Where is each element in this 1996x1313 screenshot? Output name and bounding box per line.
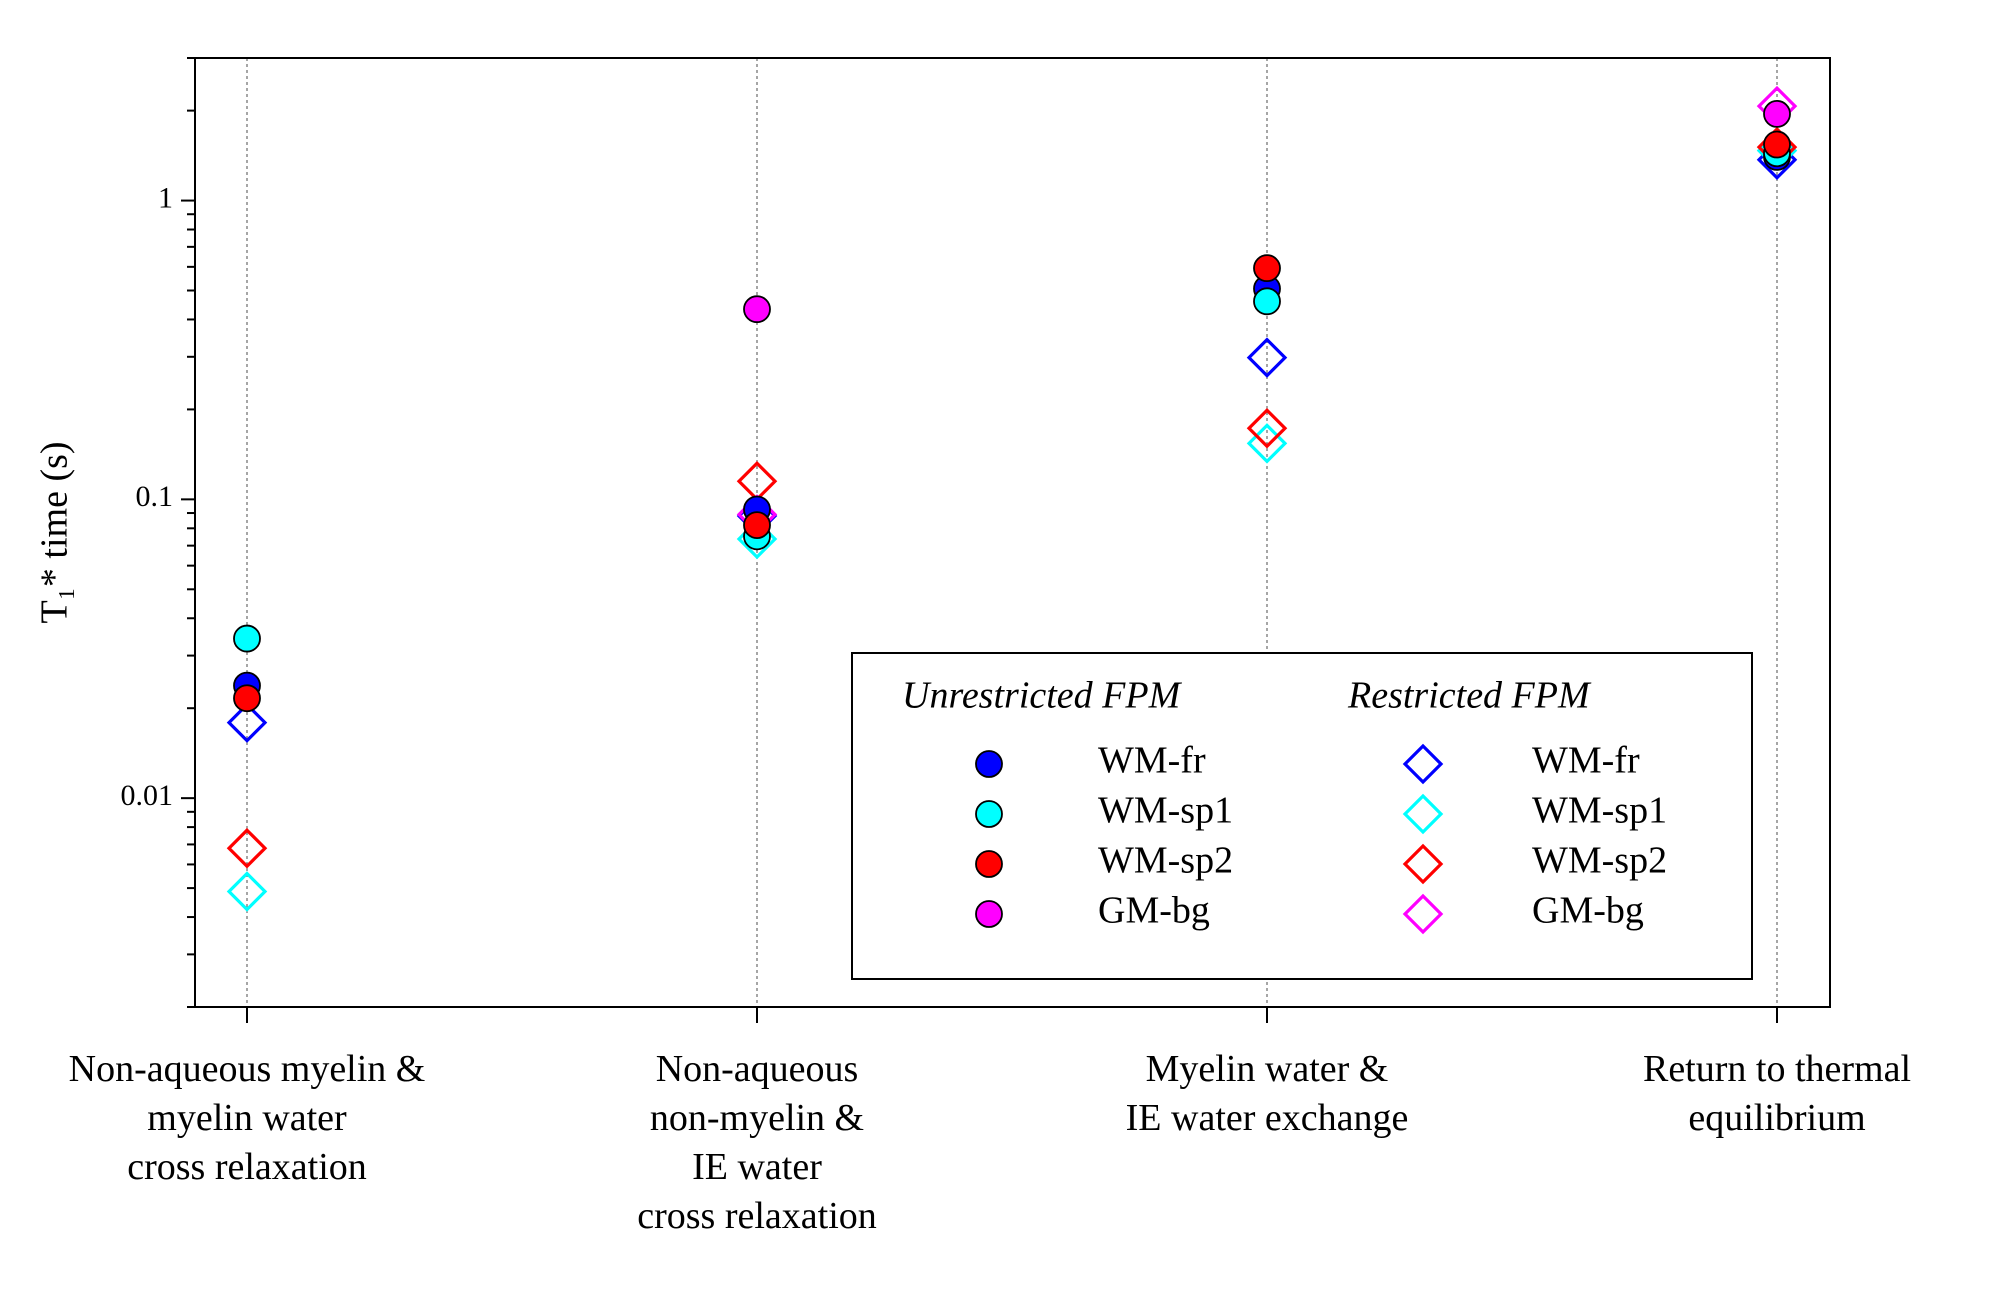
data-point (233, 624, 261, 653)
data-point (1246, 407, 1288, 449)
data-point (226, 871, 268, 912)
legend-label: WM-fr (1098, 740, 1206, 782)
plot-frame (194, 57, 1831, 1008)
legend-label: WM-sp2 (1098, 840, 1233, 882)
data-point (233, 684, 261, 713)
legend-label: GM-bg (1098, 890, 1210, 932)
legend-marker (1402, 893, 1444, 935)
legend-group-title: Restricted FPM (1347, 675, 1592, 717)
legend-marker (1402, 793, 1444, 835)
x-tick-label: Myelin water & IE water exchange (1126, 1048, 1409, 1139)
y-axis-label: T₁* time (s) (34, 441, 76, 623)
data-point (743, 295, 771, 324)
data-point (1763, 100, 1791, 128)
x-tick-label: Return to thermal equilibrium (1643, 1048, 1911, 1139)
data-point (1246, 337, 1288, 378)
y-tick-label: 0.01 (121, 779, 174, 812)
data-point (226, 702, 268, 743)
legend-label: WM-sp2 (1532, 840, 1667, 882)
legend-marker (975, 900, 1003, 928)
data-point (743, 511, 771, 540)
x-tick-label: Non-aqueous myelin & myelin water cross re… (69, 1048, 426, 1188)
legend-marker (975, 850, 1003, 878)
legend-marker (975, 800, 1003, 828)
y-tick-label: 0.1 (136, 480, 174, 513)
data-point (1253, 254, 1281, 283)
legend-label: GM-bg (1532, 890, 1644, 932)
legend-label: WM-fr (1532, 740, 1640, 782)
legend-marker (975, 750, 1003, 778)
data-point (226, 827, 268, 869)
legend-marker (1402, 843, 1444, 885)
legend-label: WM-sp1 (1532, 790, 1667, 832)
legend-group-title: Unrestricted FPM (902, 675, 1183, 717)
legend-marker (1402, 743, 1444, 785)
legend-label: WM-sp1 (1098, 790, 1233, 832)
x-tick-label: Non-aqueous non-myelin & IE water cross rel… (637, 1048, 877, 1237)
data-point (1763, 130, 1791, 159)
y-tick-label: 1 (158, 181, 173, 214)
data-point (1246, 423, 1288, 464)
data-point (1253, 287, 1281, 316)
